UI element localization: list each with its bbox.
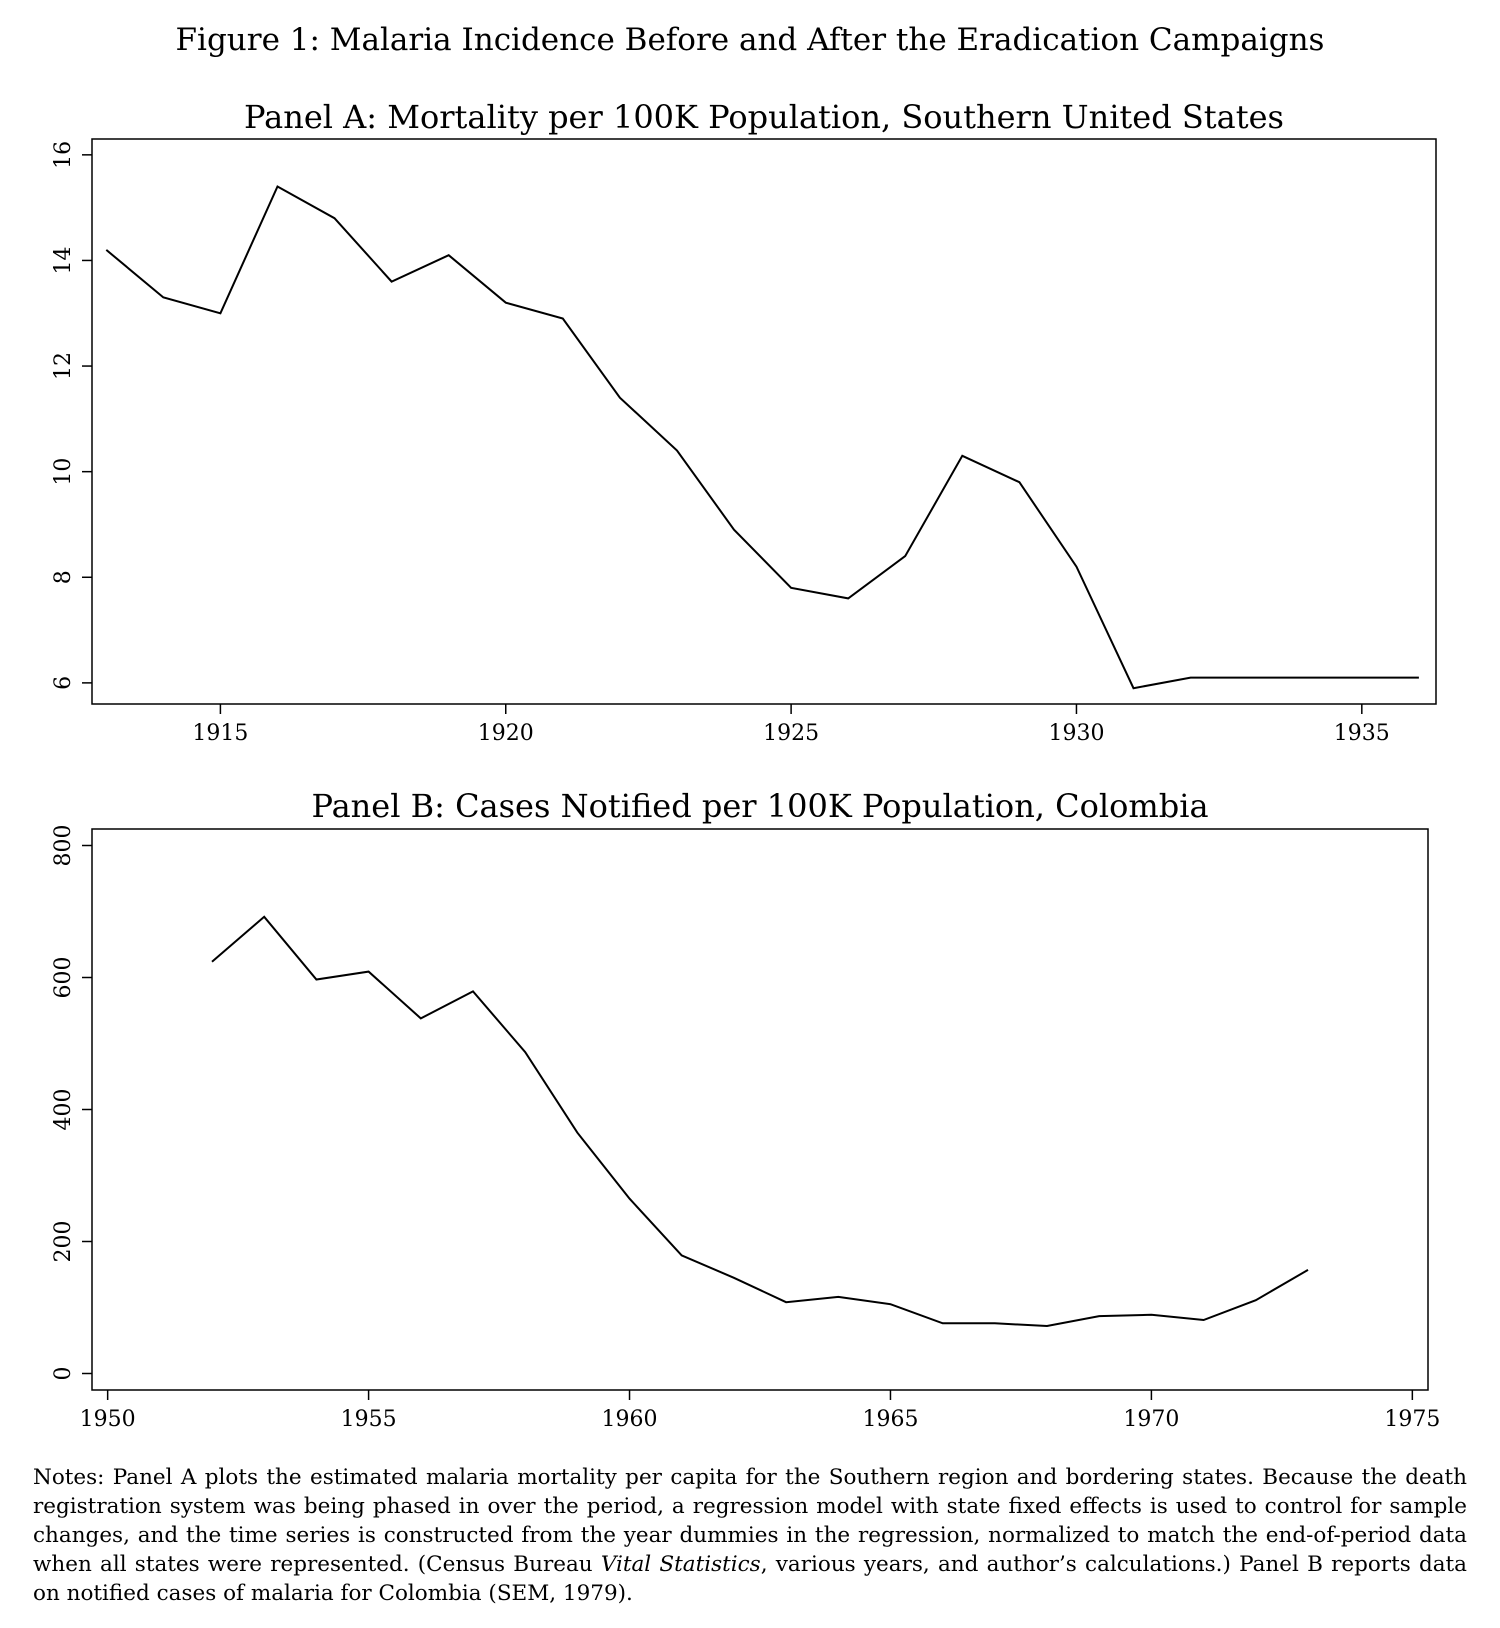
- panel-b-x-tick-label: 1950: [80, 1407, 136, 1432]
- panel-a-title: Panel A: Mortality per 100K Population, …: [244, 98, 1284, 136]
- panel-b-data-point: [628, 1197, 632, 1201]
- panel-b-data-point: [1306, 1268, 1310, 1272]
- panel-b-data-point: [367, 970, 371, 974]
- panel-b-y-tick-label: 200: [51, 1221, 76, 1263]
- panel-b-data-point: [941, 1321, 945, 1325]
- panel-a-y-tick-label: 6: [51, 676, 76, 690]
- panel-b-data-point: [993, 1321, 997, 1325]
- panel-b-y-tick-label: 0: [51, 1367, 76, 1381]
- panel-a-x-tick-label: 1925: [763, 721, 819, 746]
- panel-b-data-point: [888, 1302, 892, 1306]
- panel-a-series-line: [105, 185, 1419, 690]
- panel-b-title: Panel B: Cases Notified per 100K Populat…: [311, 787, 1208, 825]
- panel-b-data-point: [732, 1276, 736, 1280]
- panel-a-x-tick-label: 1930: [1048, 721, 1104, 746]
- panel-b-x-tick-label: 1960: [602, 1407, 658, 1432]
- panel-b-data-point: [1149, 1313, 1153, 1317]
- panel-b-data-point: [1202, 1318, 1206, 1322]
- panel-b-data-point: [680, 1253, 684, 1257]
- panel-b-x-tick-label: 1975: [1384, 1407, 1440, 1432]
- panel-b-chart: Panel B: Cases Notified per 100K Populat…: [51, 787, 1440, 1432]
- panel-b-data-point: [836, 1295, 840, 1299]
- panel-b-data-point: [1045, 1324, 1049, 1328]
- panel-b-x-tick-label: 1955: [341, 1407, 397, 1432]
- panel-b-data-point: [523, 1050, 527, 1054]
- panel-b-plot-frame: [91, 828, 1429, 1391]
- panel-a-y-tick-label: 12: [51, 352, 76, 380]
- panel-a-y-tick-label: 14: [51, 246, 76, 274]
- panel-b-y-tick-label: 600: [51, 957, 76, 999]
- figure-title: Figure 1: Malaria Incidence Before and A…: [175, 22, 1325, 58]
- panel-a-x-tick-label: 1915: [192, 721, 248, 746]
- panel-a-x-tick-label: 1920: [478, 721, 534, 746]
- panel-a-y-tick-label: 8: [51, 570, 76, 584]
- panel-b-y-tick-label: 800: [51, 825, 76, 867]
- notes-text-end: , various years, and author’s calculatio…: [33, 1552, 1467, 1606]
- panel-a-y-tick-label: 10: [51, 458, 76, 486]
- panel-b-x-tick-label: 1970: [1123, 1407, 1179, 1432]
- panel-b-data-point: [1254, 1298, 1258, 1302]
- panel-b-data-point: [419, 1016, 423, 1020]
- panel-b-x-tick-label: 1965: [862, 1407, 918, 1432]
- panel-b-data-point: [1097, 1314, 1101, 1318]
- panel-a-plot-frame: [91, 138, 1437, 705]
- panel-b-data-point: [784, 1300, 788, 1304]
- panel-b-data-point: [314, 977, 318, 981]
- panel-b-data-point: [471, 989, 475, 993]
- notes-text: Notes: Panel A plots the estimated malar…: [33, 1465, 1467, 1577]
- panel-b-series-line: [211, 915, 1309, 1328]
- panel-a-chart: Panel A: Mortality per 100K Population, …: [51, 98, 1437, 746]
- figure-notes: Notes: Panel A plots the estimated malar…: [33, 1463, 1467, 1608]
- panel-b-y-tick-label: 400: [51, 1089, 76, 1131]
- panel-b-data-point: [210, 960, 214, 964]
- panel-b-data-point: [575, 1131, 579, 1135]
- panel-b-data-point: [262, 915, 266, 919]
- notes-italic-source: Vital Statistics: [600, 1552, 761, 1577]
- panel-a-x-tick-label: 1935: [1334, 721, 1390, 746]
- panel-a-y-tick-label: 16: [51, 141, 76, 169]
